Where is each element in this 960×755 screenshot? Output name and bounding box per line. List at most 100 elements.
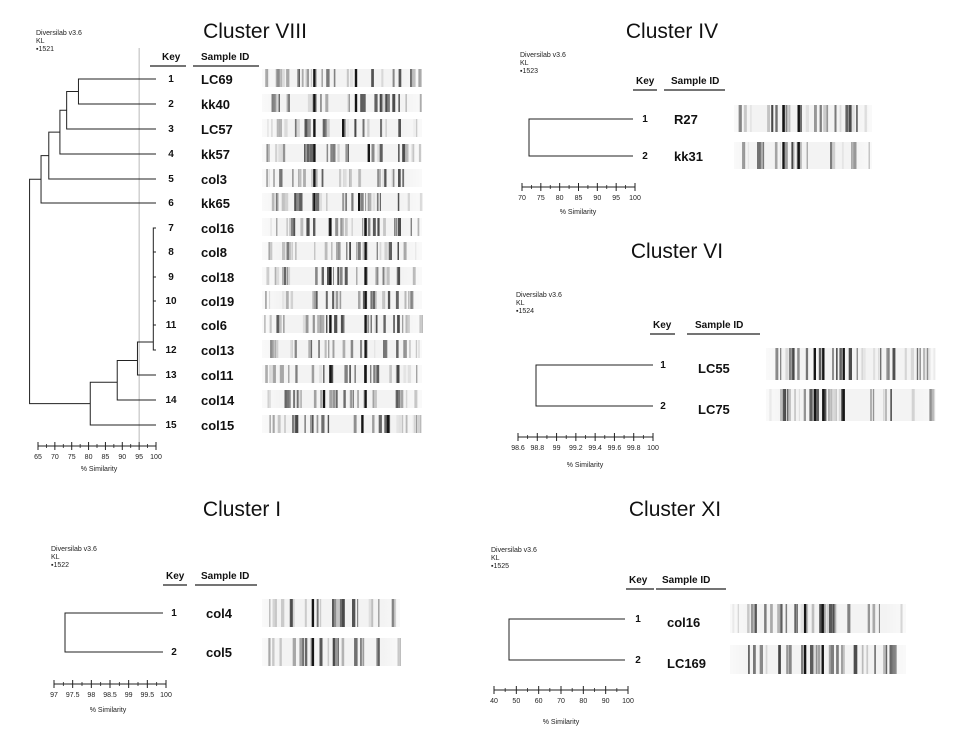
gel-lane-fade [262,390,422,408]
sample-id: col6 [201,318,227,333]
cluster-vi-panel: Cluster VI Diversilab v3.6KL▪1524 Key Sampl… [511,240,936,469]
gel-lane [262,193,423,211]
panel-title: Cluster VI [631,240,723,263]
axis-tick-label: 100 [647,445,659,452]
gel-lane-fade [262,119,422,137]
axis-tick-label: 99.2 [569,445,583,452]
sample-id-header: Sample ID [671,76,719,87]
gel-lane-fade [262,340,422,358]
gel-lane [262,218,422,236]
dendrogram-branch [77,78,156,105]
user-label: KL [516,300,525,307]
gel-lane-fade [262,291,422,309]
axis-tick-label: 99 [553,445,561,452]
axis-tick-label: 60 [535,698,543,705]
sample-id: col5 [206,645,232,660]
sample-id: LC75 [698,402,730,417]
dendrogram-branch [136,341,156,376]
sample-id-header: Sample ID [695,320,743,331]
key-number: 6 [168,198,174,209]
sample-id: col3 [201,172,227,187]
sample-id: col14 [201,393,235,408]
dendrogram-branch [66,91,156,130]
sample-id-header: Sample ID [662,575,710,586]
gel-lane [262,144,422,162]
key-header: Key [166,571,185,582]
software-label: Diversilab v3.6 [51,546,97,553]
gel-lane-fade [262,69,422,87]
axis-tick-label: 90 [593,195,601,202]
gel-lane-fade [734,105,872,132]
gel-lane-fade [766,348,936,380]
gel-lane [734,142,872,169]
axis-title: % Similarity [81,466,118,473]
key-number: 2 [635,655,641,666]
axis-tick-label: 99 [125,692,133,699]
gel-lane [262,638,401,666]
key-header: Key [629,575,648,586]
key-number: 1 [168,74,174,85]
user-label: KL [491,555,500,562]
dendrogram-root [29,178,91,405]
axis-tick-label: 75 [68,454,76,461]
gel-lane [262,119,422,137]
axis-tick-label: 70 [518,195,526,202]
axis-tick-label: 99.8 [627,445,641,452]
sample-id: col8 [201,245,227,260]
cluster-xi-panel: Cluster XI Diversilab v3.6KL▪1525 Key Sampl… [490,498,906,726]
key-number: 2 [168,99,174,110]
sample-id: kk31 [674,149,703,164]
axis-tick-label: 98.5 [103,692,117,699]
axis-tick-label: 65 [34,454,42,461]
gel-lane-fade [262,365,422,383]
dendrogram-branch [528,118,633,157]
run-number: ▪1525 [491,563,509,570]
panel-title: Cluster I [203,498,281,521]
gel-lane-fade [262,315,422,333]
axis-tick-label: 98.8 [530,445,544,452]
axis-tick-label: 95 [135,454,143,461]
sample-id: col15 [201,418,234,433]
gel-lane [730,604,906,633]
gel-lane-fade [262,218,422,236]
key-number: 3 [168,124,174,135]
gel-lane-fade [262,638,400,666]
sample-id: col13 [201,343,234,358]
dendrogram-branch [89,381,156,426]
axis-tick-label: 85 [102,454,110,461]
gel-lane [262,390,422,408]
run-number: ▪1522 [51,562,69,569]
sample-id: col19 [201,294,234,309]
axis-tick-label: 75 [537,195,545,202]
axis-tick-label: 50 [512,698,520,705]
sample-id: col16 [201,221,234,236]
dendrogram-branch [535,364,653,407]
software-label: Diversilab v3.6 [491,547,537,554]
axis-tick-label: 100 [150,454,162,461]
sample-id: kk57 [201,147,230,162]
dendrogram-branch [48,131,156,180]
axis-tick-label: 97.5 [66,692,80,699]
key-number: 2 [642,151,648,162]
cluster-iv-panel: Cluster IV Diversilab v3.6KL▪1523 Key Sampl… [518,20,872,216]
sample-id: LC57 [201,122,233,137]
axis-tick-label: 99.5 [141,692,155,699]
key-number: 14 [165,395,177,406]
key-number: 1 [660,360,666,371]
sample-id: LC55 [698,361,730,376]
axis-tick-label: 90 [118,454,126,461]
gel-lane-fade [262,599,400,627]
key-number: 9 [168,272,174,283]
panel-title: Cluster XI [629,498,721,521]
dendrogram-branch [152,227,156,351]
axis-tick-label: 40 [490,698,498,705]
gel-lane [262,599,400,627]
gel-lane [262,340,422,358]
cluster-i-panel: Cluster I Diversilab v3.6KL▪1522 Key Sample… [50,498,401,714]
axis-tick-label: 98.6 [511,445,525,452]
dendrogram-branch [59,109,156,155]
axis-tick-label: 97 [50,692,58,699]
key-number: 2 [171,647,177,658]
gel-lane-fade [730,645,906,674]
